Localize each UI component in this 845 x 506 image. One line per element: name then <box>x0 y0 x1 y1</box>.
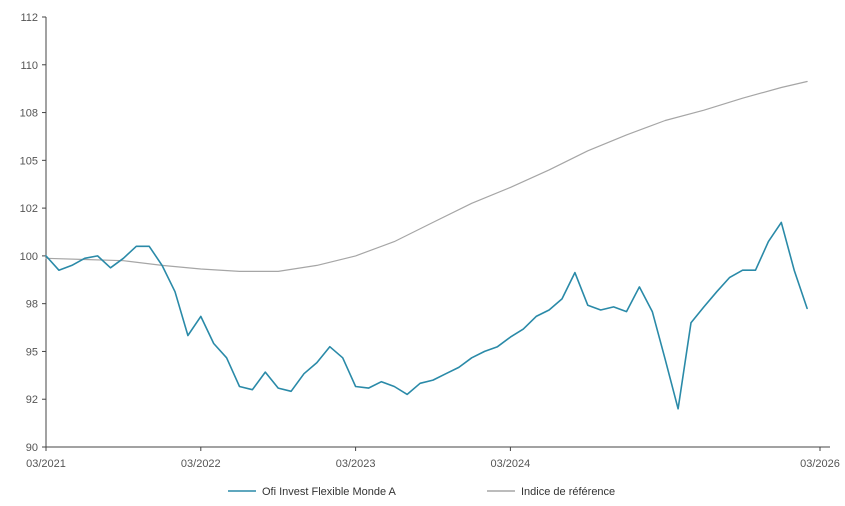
benchmark-series-line <box>45 80 808 272</box>
legend-label-benchmark: Indice de référence <box>521 486 615 498</box>
y-tick-label: 100 <box>20 251 38 263</box>
x-tick-label: 03/2026 <box>800 458 840 470</box>
y-tick-label: 108 <box>20 108 38 120</box>
x-tick-label: 03/2024 <box>491 458 531 470</box>
x-tick-label: 03/2021 <box>26 458 66 470</box>
y-tick-label: 105 <box>20 155 38 167</box>
y-tick-label: 90 <box>26 442 38 454</box>
fund-series-line <box>45 221 808 410</box>
y-axis: 90 92 95 98 100 102 105 108 110 112 <box>20 12 47 454</box>
y-tick-label: 98 <box>26 299 38 311</box>
x-axis: 03/2021 03/2022 03/2023 03/2024 03/2026 <box>26 446 840 470</box>
y-tick-label: 92 <box>26 394 38 406</box>
x-tick-label: 03/2022 <box>181 458 221 470</box>
y-tick-label: 95 <box>26 346 38 358</box>
legend: Ofi Invest Flexible Monde A Indice de réf… <box>228 486 615 498</box>
y-tick-label: 110 <box>20 60 38 72</box>
legend-label-fund: Ofi Invest Flexible Monde A <box>262 486 397 498</box>
series-lines <box>45 80 808 410</box>
x-tick-label: 03/2023 <box>336 458 376 470</box>
y-tick-label: 112 <box>20 12 38 24</box>
y-tick-label: 102 <box>20 203 38 215</box>
